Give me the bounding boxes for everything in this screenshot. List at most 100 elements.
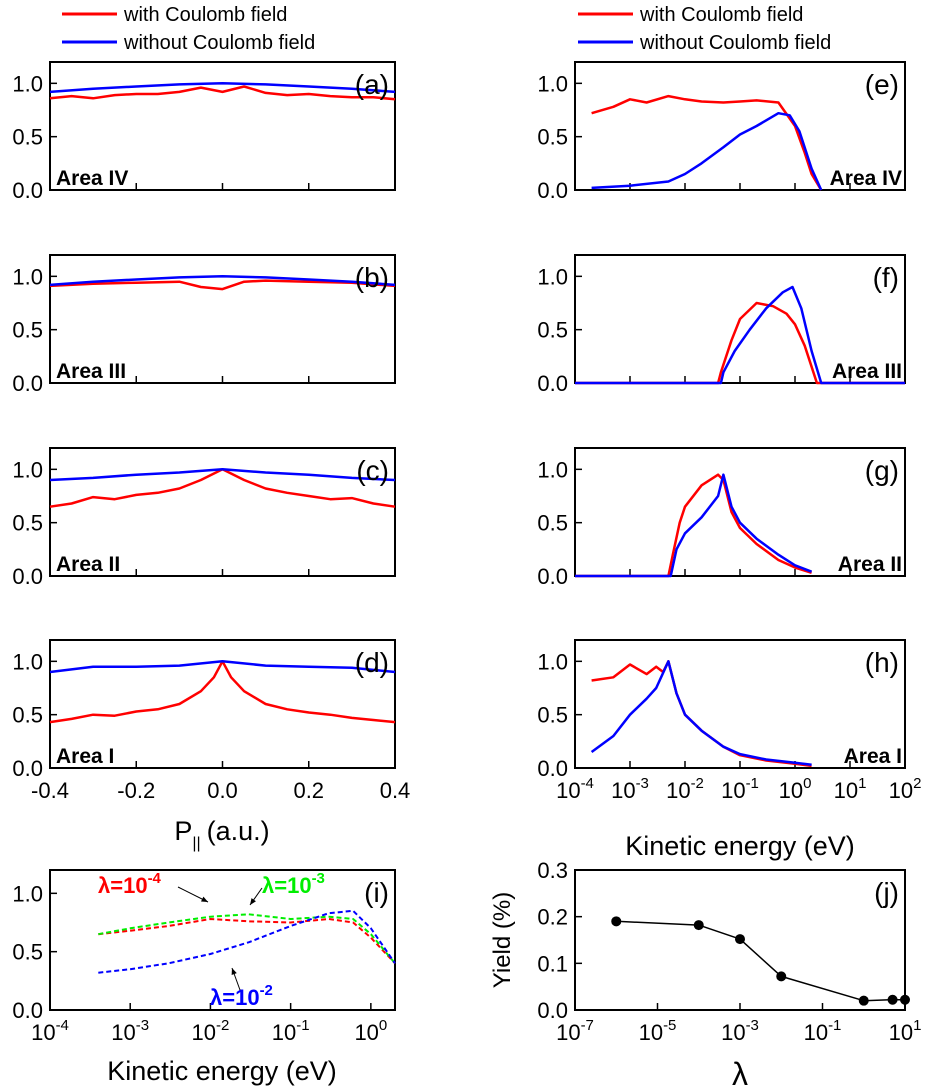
series-line <box>49 468 396 482</box>
tick-label: 0.0 <box>12 998 43 1023</box>
tick-label: 1.0 <box>537 649 568 674</box>
series-line <box>591 660 812 768</box>
lambda-label-1e-2: λ=10-2 <box>210 982 273 1010</box>
tick-label: 0.2 <box>537 905 568 930</box>
panel-letter: (g) <box>865 455 899 486</box>
series-line <box>49 85 396 101</box>
tick-label: 0.5 <box>537 318 568 343</box>
tick-label: -0.2 <box>117 778 155 803</box>
series-line <box>616 920 905 1002</box>
panel-letter: (c) <box>356 455 389 486</box>
panel-letter: (e) <box>865 69 899 100</box>
series-line <box>98 913 396 964</box>
series-line <box>591 111 823 191</box>
panel-letter: (i) <box>364 877 389 908</box>
tick-label: 101 <box>834 775 867 803</box>
energy-axis-title-i: Kinetic energy (eV) <box>107 1056 337 1086</box>
tick-label: 0.4 <box>380 778 411 803</box>
tick-label: 0.0 <box>12 178 43 203</box>
tick-label: 0.0 <box>12 756 43 781</box>
area-label: Area III <box>832 360 902 383</box>
area-label: Area IV <box>830 167 902 190</box>
series-line <box>575 473 813 578</box>
tick-label: 0.3 <box>537 858 568 883</box>
tick-label: -0.4 <box>31 778 69 803</box>
legend-label: without Coulomb field <box>639 32 831 54</box>
panel-letter: (b) <box>355 262 389 293</box>
series-line <box>49 82 396 94</box>
series-line <box>49 660 396 724</box>
tick-label: 10-5 <box>639 1017 677 1045</box>
panel-e: 0.0 0.5 1.0 (e) Area IV <box>537 61 906 203</box>
area-label: Area II <box>838 553 902 576</box>
series-line <box>591 94 823 191</box>
tick-label: 1.0 <box>537 71 568 96</box>
data-point <box>611 916 622 927</box>
panel-letter: (d) <box>355 647 389 678</box>
panel-letter: (f) <box>873 262 899 293</box>
area-label: Area II <box>56 553 120 576</box>
panel-a: 0.0 0.5 1.0 (a) Area IV <box>12 61 396 203</box>
tick-label: 10-3 <box>111 1017 149 1045</box>
legend-entry: without Coulomb field <box>578 32 831 54</box>
series-line <box>575 285 905 385</box>
panel-letter: (h) <box>865 647 899 678</box>
tick-label: 0.1 <box>537 951 568 976</box>
series-line <box>49 275 396 287</box>
tick-label: 0.5 <box>537 703 568 728</box>
tick-label: 10-2 <box>666 775 704 803</box>
data-point <box>900 994 910 1005</box>
tick-label: 0.5 <box>537 125 568 150</box>
tick-label: 0.0 <box>12 564 43 589</box>
tick-label: 1.0 <box>537 264 568 289</box>
annotation-arrowhead <box>250 898 256 905</box>
lambda-axis-title: λ <box>732 1056 748 1089</box>
tick-label: 1.0 <box>12 881 43 906</box>
tick-label: 10-1 <box>272 1017 310 1045</box>
tick-label: 0.5 <box>12 511 43 536</box>
tick-label: 10-4 <box>556 775 594 803</box>
panel-g: 0.0 0.5 1.0 (g) Area II <box>537 447 906 589</box>
tick-label: 0.0 <box>537 756 568 781</box>
legend-label: with Coulomb field <box>123 4 287 26</box>
tick-label: 100 <box>779 775 812 803</box>
tick-label: 0.5 <box>12 940 43 965</box>
tick-label: 0.5 <box>12 318 43 343</box>
plot-frame <box>49 869 396 1011</box>
tick-label: 10-2 <box>192 1017 230 1045</box>
tick-label: 1.0 <box>12 71 43 96</box>
series-line <box>49 468 396 508</box>
series-line <box>98 918 396 964</box>
annotation-arrowhead <box>201 896 208 902</box>
data-point <box>887 994 898 1005</box>
data-point <box>858 995 869 1006</box>
data-point <box>735 934 745 945</box>
tick-label: 10-3 <box>611 775 649 803</box>
panel-d: 0.0 0.5 1.0 -0.4 -0.2 0.0 0.2 0.4 (d) Area I <box>12 639 411 803</box>
legend-entry: with Coulomb field <box>578 4 803 26</box>
tick-label: 10-1 <box>804 1017 842 1045</box>
tick-label: 0.0 <box>207 778 238 803</box>
panel-j: 0.0 0.1 0.2 0.3 10-7 10-5 10-3 10-1 101 (j) <box>537 858 921 1045</box>
tick-label: 10-3 <box>721 1017 759 1045</box>
tick-label: 1.0 <box>12 649 43 674</box>
momentum-axis-title: P|| (a.u.) <box>174 816 269 852</box>
area-label: Area I <box>844 745 902 768</box>
area-label: Area I <box>56 745 114 768</box>
tick-label: 0.0 <box>12 371 43 396</box>
panel-c: 0.0 0.5 1.0 (c) Area II <box>12 447 396 589</box>
legend-label: without Coulomb field <box>123 32 315 54</box>
annotation-arrowhead <box>231 968 237 975</box>
lambda-label-1e-3: λ=10-3 <box>262 870 325 898</box>
tick-label: 1.0 <box>12 457 43 482</box>
tick-label: 102 <box>889 775 922 803</box>
tick-label: 1.0 <box>537 457 568 482</box>
tick-label: 101 <box>889 1017 922 1045</box>
legend-label: with Coulomb field <box>639 4 803 26</box>
data-point <box>693 920 704 931</box>
series-line <box>590 660 812 767</box>
tick-label: 0.5 <box>537 511 568 536</box>
panel-h: 0.0 0.5 1.0 10-4 10-3 10-2 10-1 100 101 102 (h) Are… <box>537 639 922 803</box>
tick-label: 10-4 <box>31 1017 69 1045</box>
